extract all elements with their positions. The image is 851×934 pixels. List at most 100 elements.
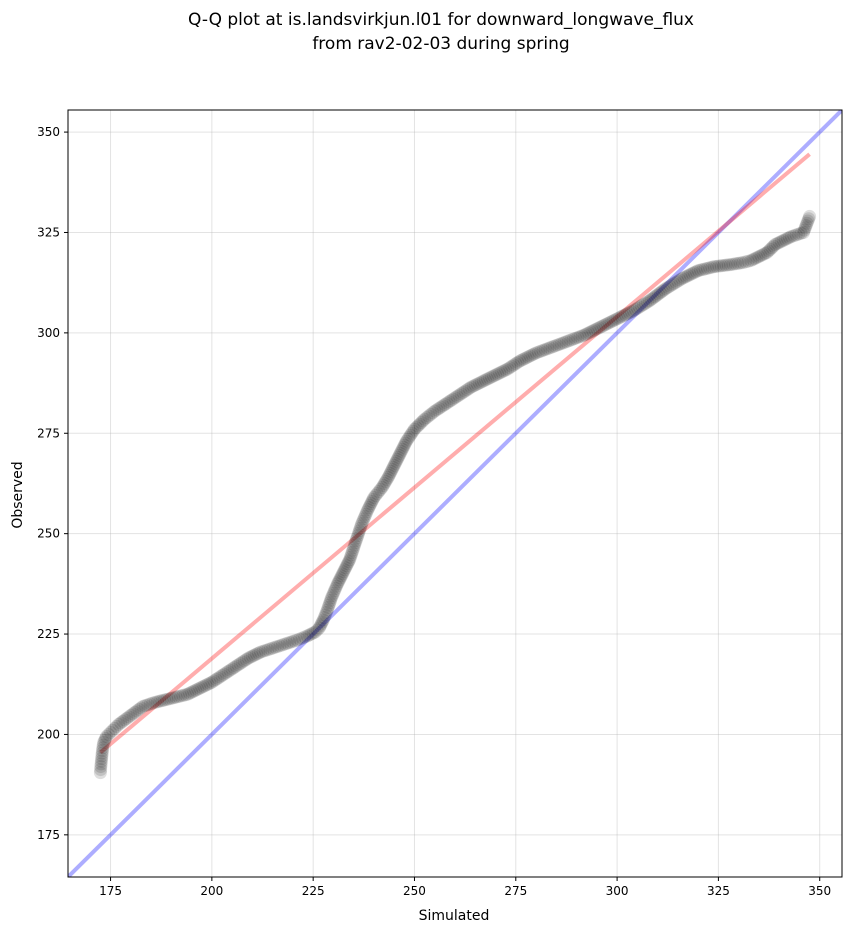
quantile-point bbox=[531, 345, 545, 359]
quantile-point bbox=[752, 250, 766, 264]
quantile-point bbox=[598, 318, 612, 332]
quantile-point bbox=[657, 283, 671, 297]
quantile-point bbox=[604, 315, 618, 329]
quantile-point bbox=[350, 531, 364, 545]
quantile-point bbox=[387, 458, 401, 472]
quantile-point bbox=[541, 342, 555, 356]
quantile-point bbox=[99, 729, 113, 743]
quantile-point bbox=[365, 495, 379, 509]
quantile-point bbox=[335, 569, 349, 583]
quantile-point bbox=[169, 690, 183, 704]
quantile-point bbox=[348, 538, 362, 552]
quantile-point bbox=[353, 521, 367, 535]
quantile-point bbox=[409, 421, 423, 435]
quantile-point bbox=[503, 361, 517, 375]
quantile-point bbox=[162, 692, 176, 706]
quantile-point bbox=[422, 409, 436, 423]
quantile-point bbox=[736, 256, 750, 270]
quantile-point bbox=[209, 673, 223, 687]
quantile-point bbox=[693, 263, 707, 277]
chart-title-line-2: from rav2-02-03 during spring bbox=[312, 34, 569, 54]
quantile-point bbox=[392, 448, 406, 462]
quantile-point bbox=[448, 391, 462, 405]
quantile-point bbox=[126, 707, 140, 721]
quantile-point bbox=[564, 333, 578, 347]
quantile-point bbox=[511, 355, 525, 369]
quantile-point bbox=[464, 380, 478, 394]
quantile-point bbox=[122, 710, 136, 724]
quantile-point bbox=[671, 274, 685, 288]
x-tick-label: 300 bbox=[606, 884, 629, 898]
quantile-point bbox=[261, 643, 275, 657]
quantile-point bbox=[292, 632, 306, 646]
quantile-point bbox=[191, 682, 205, 696]
reference-lines bbox=[68, 110, 842, 877]
quantile-point bbox=[762, 244, 776, 258]
quantile-point bbox=[313, 619, 327, 633]
quantile-point bbox=[98, 733, 112, 747]
x-tick-label: 250 bbox=[403, 884, 426, 898]
quantile-point bbox=[241, 651, 255, 665]
quantile-point bbox=[774, 235, 788, 249]
quantile-point bbox=[559, 335, 573, 349]
quantile-point bbox=[468, 378, 482, 392]
quantile-point bbox=[765, 241, 779, 255]
quantile-point bbox=[800, 216, 814, 230]
quantile-point bbox=[397, 438, 411, 452]
quantile-point bbox=[300, 629, 314, 643]
quantile-point bbox=[211, 671, 225, 685]
quantile-point bbox=[233, 656, 247, 670]
quantile-point bbox=[361, 503, 375, 517]
quantile-point bbox=[472, 376, 486, 390]
identity-line bbox=[68, 110, 842, 877]
quantile-point bbox=[460, 383, 474, 397]
quantile-point bbox=[235, 655, 249, 669]
quantile-point bbox=[231, 658, 245, 672]
quantile-point bbox=[141, 698, 155, 712]
x-axis-label: Simulated bbox=[419, 908, 490, 924]
quantile-point bbox=[390, 452, 404, 466]
quantile-point bbox=[555, 336, 569, 350]
quantile-point bbox=[643, 294, 657, 308]
quantile-point bbox=[758, 247, 772, 261]
y-tick-label: 350 bbox=[37, 125, 60, 139]
quantile-point bbox=[229, 659, 243, 673]
quantile-point bbox=[221, 665, 235, 679]
quantile-point bbox=[223, 663, 237, 677]
quantile-point bbox=[138, 699, 152, 713]
quantile-point bbox=[380, 472, 394, 486]
quantile-point bbox=[155, 694, 169, 708]
quantile-point bbox=[201, 677, 215, 691]
quantile-point bbox=[548, 339, 562, 353]
quantile-point bbox=[768, 238, 782, 252]
quantile-point bbox=[347, 541, 361, 555]
quantile-point bbox=[628, 303, 642, 317]
quantile-point bbox=[258, 644, 272, 658]
quantile-point bbox=[263, 642, 277, 656]
quantile-point bbox=[418, 412, 432, 426]
quantile-point bbox=[181, 687, 195, 701]
quantile-point bbox=[323, 596, 337, 610]
quantile-point bbox=[253, 645, 267, 659]
quantile-point bbox=[536, 343, 550, 357]
quantile-point bbox=[719, 258, 733, 272]
quantile-point bbox=[93, 766, 107, 780]
quantile-point bbox=[108, 721, 122, 735]
quantile-point bbox=[341, 557, 355, 571]
quantile-point bbox=[634, 299, 648, 313]
quantile-point bbox=[124, 708, 138, 722]
quantile-point bbox=[315, 615, 329, 629]
quantile-point bbox=[102, 727, 116, 741]
quantile-point bbox=[586, 324, 600, 338]
quantile-point bbox=[789, 228, 803, 242]
quantile-point bbox=[763, 242, 777, 256]
quantile-point bbox=[336, 567, 350, 581]
y-tick-label: 325 bbox=[37, 225, 60, 239]
quantile-point bbox=[189, 683, 203, 697]
x-tick-label: 200 bbox=[200, 884, 223, 898]
quantile-point bbox=[373, 482, 387, 496]
quantile-point bbox=[338, 563, 352, 577]
quantile-point bbox=[388, 456, 402, 470]
quantile-point bbox=[219, 666, 233, 680]
quantile-point bbox=[379, 474, 393, 488]
